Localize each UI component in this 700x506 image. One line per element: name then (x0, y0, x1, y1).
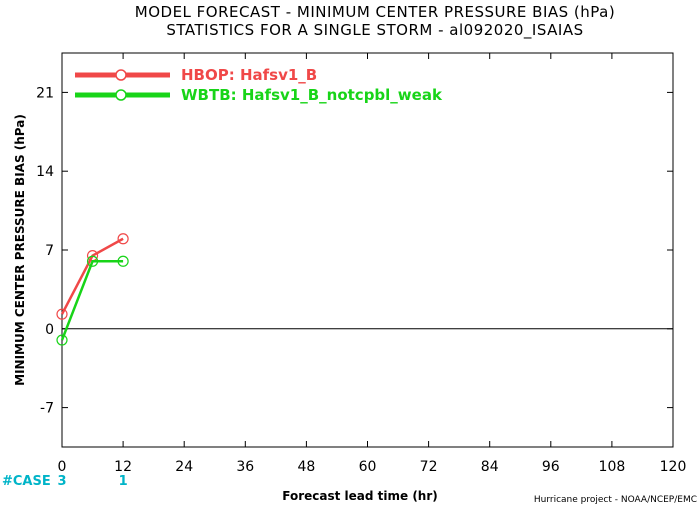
credit-text: Hurricane project - NOAA/NCEP/EMC (534, 495, 697, 505)
data-point (117, 233, 129, 245)
x-tick-label: 60 (359, 459, 377, 475)
legend-label: HBOP: Hafsv1_B (181, 66, 317, 84)
data-point (86, 255, 99, 267)
series-layer (56, 233, 129, 346)
y-tick-label: 14 (36, 164, 54, 180)
y-tick-label: -7 (40, 401, 54, 417)
x-tick-label: 72 (420, 459, 438, 475)
x-tick-label: 84 (481, 459, 499, 475)
x-tick-label: 96 (542, 459, 560, 475)
legend: HBOP: Hafsv1_B WBTB: Hafsv1_B_notcpbl_wea… (75, 66, 443, 104)
x-axis-label: Forecast lead time (hr) (282, 489, 438, 503)
legend-marker (115, 89, 127, 101)
series-line-0 (60, 237, 124, 315)
case-count: 3 (57, 474, 66, 489)
data-point (56, 334, 68, 346)
x-tick-label: 12 (114, 459, 132, 475)
y-tick-label: 0 (45, 322, 54, 338)
x-tick-label: 108 (599, 459, 626, 475)
data-point (117, 255, 129, 267)
chart-subtitle: STATISTICS FOR A SINGLE STORM - al092020… (166, 21, 583, 40)
y-tick-label: 21 (36, 85, 54, 101)
legend-label: WBTB: Hafsv1_B_notcpbl_weak (181, 86, 443, 104)
case-count: 1 (119, 474, 128, 489)
case-label: #CASE (2, 474, 51, 489)
data-point (56, 308, 68, 320)
y-axis-label: MINIMUM CENTER PRESSURE BIAS (hPa) (13, 114, 27, 386)
plot-frame (61, 52, 674, 448)
series-line-1 (60, 260, 124, 341)
x-tick-label: 120 (660, 459, 687, 475)
x-axis-ticks: 0 12 24 36 48 60 72 84 96 108 120 (58, 53, 687, 475)
x-tick-label: 0 (58, 459, 67, 475)
x-tick-label: 48 (297, 459, 315, 475)
x-tick-label: 24 (175, 459, 193, 475)
y-axis-ticks: -7 0 7 14 21 (36, 85, 673, 417)
chart-title: MODEL FORECAST - MINIMUM CENTER PRESSURE… (135, 3, 615, 21)
y-tick-label: 7 (45, 243, 54, 259)
x-tick-label: 36 (236, 459, 254, 475)
legend-marker (115, 69, 127, 81)
